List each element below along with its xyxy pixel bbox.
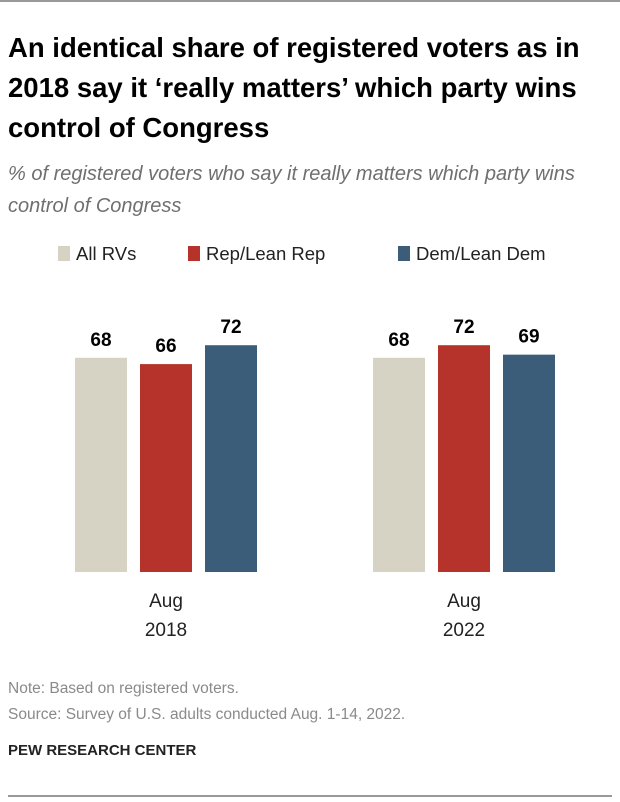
x-tick-label: Aug 2018 (144, 591, 188, 641)
chart-subtitle: % of registered voters who say it really… (8, 163, 575, 217)
bar (438, 345, 490, 572)
bar (140, 364, 192, 572)
source: Source: Survey of U.S. adults conducted … (8, 706, 406, 723)
value-label: 66 (155, 336, 176, 357)
bar (75, 357, 127, 572)
value-label: 72 (453, 317, 474, 338)
value-label: 72 (220, 317, 241, 338)
x-tick-label: Aug 2022 (442, 591, 486, 641)
bar (503, 354, 555, 572)
value-label: 68 (90, 330, 111, 351)
value-label: 68 (388, 330, 409, 351)
legend-swatch (188, 246, 200, 261)
value-label: 69 (518, 327, 539, 348)
legend-label: Rep/Lean Rep (206, 243, 325, 264)
legend-swatch (58, 246, 70, 261)
bar (373, 357, 425, 572)
bar (205, 345, 257, 572)
legend-label: Dem/Lean Dem (416, 243, 546, 264)
credit: PEW RESEARCH CENTER (8, 742, 197, 759)
legend-label: All RVs (76, 243, 136, 264)
chart-title: An identical share of registered voters … (8, 32, 580, 143)
legend-swatch (398, 246, 410, 261)
note: Note: Based on registered voters. (8, 680, 239, 697)
